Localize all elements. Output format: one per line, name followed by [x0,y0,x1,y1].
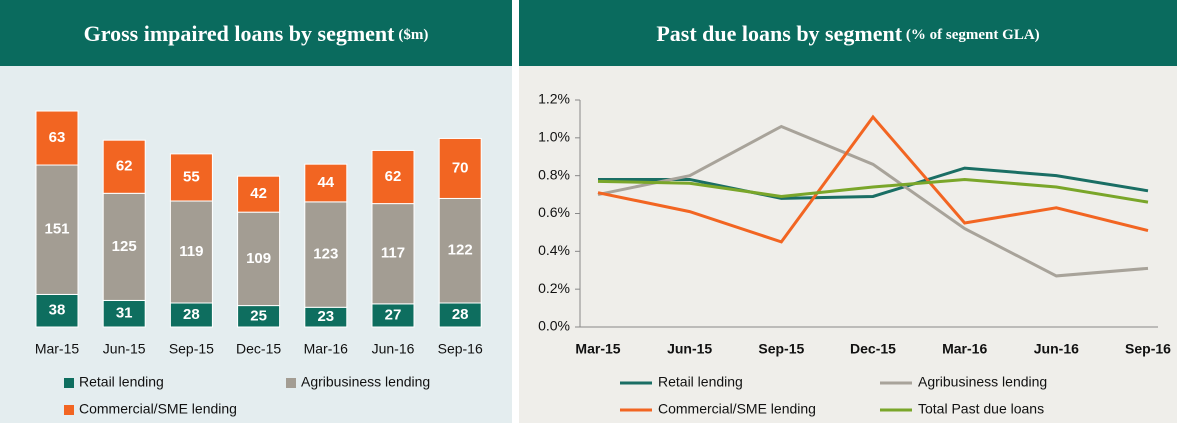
right-header [519,0,1177,66]
data-label: 62 [116,158,133,175]
bar-segment [304,163,348,203]
bar-segment [237,211,281,307]
x-tick-label: Sep-16 [1125,341,1171,357]
data-label: 28 [452,306,469,323]
data-label: 28 [183,306,200,323]
bar-segment [35,110,79,166]
x-tick-label: Mar-15 [575,341,620,357]
data-label: 55 [183,168,200,185]
legend-swatch [64,378,74,388]
bar-segment [371,149,415,205]
x-tick-label: Dec-15 [236,341,281,357]
x-tick-label: Mar-16 [942,341,987,357]
bar-segment [304,201,348,308]
bar-segment [169,200,213,304]
data-label: 42 [250,185,267,202]
legend-label: Agribusiness lending [918,374,1047,390]
data-label: 109 [246,250,271,267]
chart-title: Past due loans by segment [656,21,902,46]
data-label: 38 [49,302,66,319]
bar-segment [237,175,281,213]
y-tick-label: 1.0% [538,129,570,145]
data-label: 122 [448,242,473,259]
data-label: 119 [179,243,203,260]
title-group: Gross impaired loans by segment ($m) [84,21,429,46]
x-tick-label: Sep-15 [169,341,214,357]
series-line [597,177,1149,204]
x-tick-label: Mar-15 [35,341,80,357]
series-line [597,124,1149,278]
x-tick-label: Jun-15 [103,341,146,357]
data-label: 23 [317,308,334,325]
bar-segment [102,139,146,194]
data-label: 151 [44,221,69,238]
x-tick-label: Dec-15 [850,341,896,357]
chart-subtitle: ($m) [398,27,428,43]
data-label: 117 [381,245,405,262]
bar-segment [371,203,415,305]
series-line [597,114,1149,244]
chart-title: Gross impaired loans by segment [84,21,396,46]
x-tick-label: Jun-16 [1034,341,1079,357]
legend-label: Agribusiness lending [301,374,430,390]
legend-swatch [286,378,296,388]
legend-swatch [64,405,74,415]
chart-subtitle: (% of segment GLA) [906,27,1040,43]
x-tick-label: Sep-15 [758,341,804,357]
x-tick-label: Sep-16 [438,341,483,357]
data-label: 27 [385,306,402,323]
data-label: 44 [317,174,334,191]
x-tick-label: Mar-16 [304,341,349,357]
data-label: 62 [385,168,402,185]
y-tick-label: 1.2% [538,91,570,107]
left-header [0,0,512,66]
y-tick-label: 0.2% [538,280,570,296]
series-line [598,166,1149,200]
bar-segment [169,153,213,202]
legend-label: Total Past due loans [918,401,1044,417]
y-tick-label: 0.8% [538,166,570,182]
data-label: 123 [313,246,338,263]
legend-label: Retail lending [658,374,743,390]
data-label: 125 [112,238,137,255]
legend-label: Retail lending [79,374,164,390]
data-label: 25 [250,307,267,324]
y-tick-label: 0.6% [538,204,570,220]
x-tick-label: Jun-15 [667,341,712,357]
legend-label: Commercial/SME lending [658,401,816,417]
bar-segment [35,293,79,328]
data-label: 31 [116,305,133,322]
y-tick-label: 0.4% [538,242,570,258]
data-label: 63 [49,129,66,146]
legend-label: Commercial/SME lending [79,401,237,417]
bar-segment [438,137,482,199]
data-label: 70 [452,159,469,176]
title-group: Past due loans by segment (% of segment … [656,21,1039,46]
x-tick-label: Jun-16 [372,341,415,357]
bar-segment [438,197,482,304]
bar-segment [35,164,79,295]
y-tick-label: 0.0% [538,318,570,334]
